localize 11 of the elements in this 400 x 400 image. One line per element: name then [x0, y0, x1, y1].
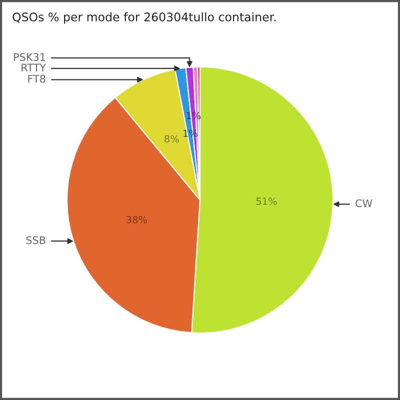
data-label: 38% — [126, 216, 148, 224]
slice-label: CW — [356, 199, 372, 208]
slice-label: FT8 — [28, 74, 46, 83]
slice-label: PSK31 — [14, 53, 46, 61]
data-label: 51% — [256, 198, 277, 205]
data-label: 8% — [164, 135, 179, 143]
slice-label: RTTY — [22, 64, 46, 72]
data-label: 1% — [184, 130, 198, 138]
data-label: 1% — [186, 112, 201, 120]
chart-title: QSOs % per mode for 260304tullo container. — [12, 12, 276, 24]
slice-label: SSB — [26, 236, 46, 244]
